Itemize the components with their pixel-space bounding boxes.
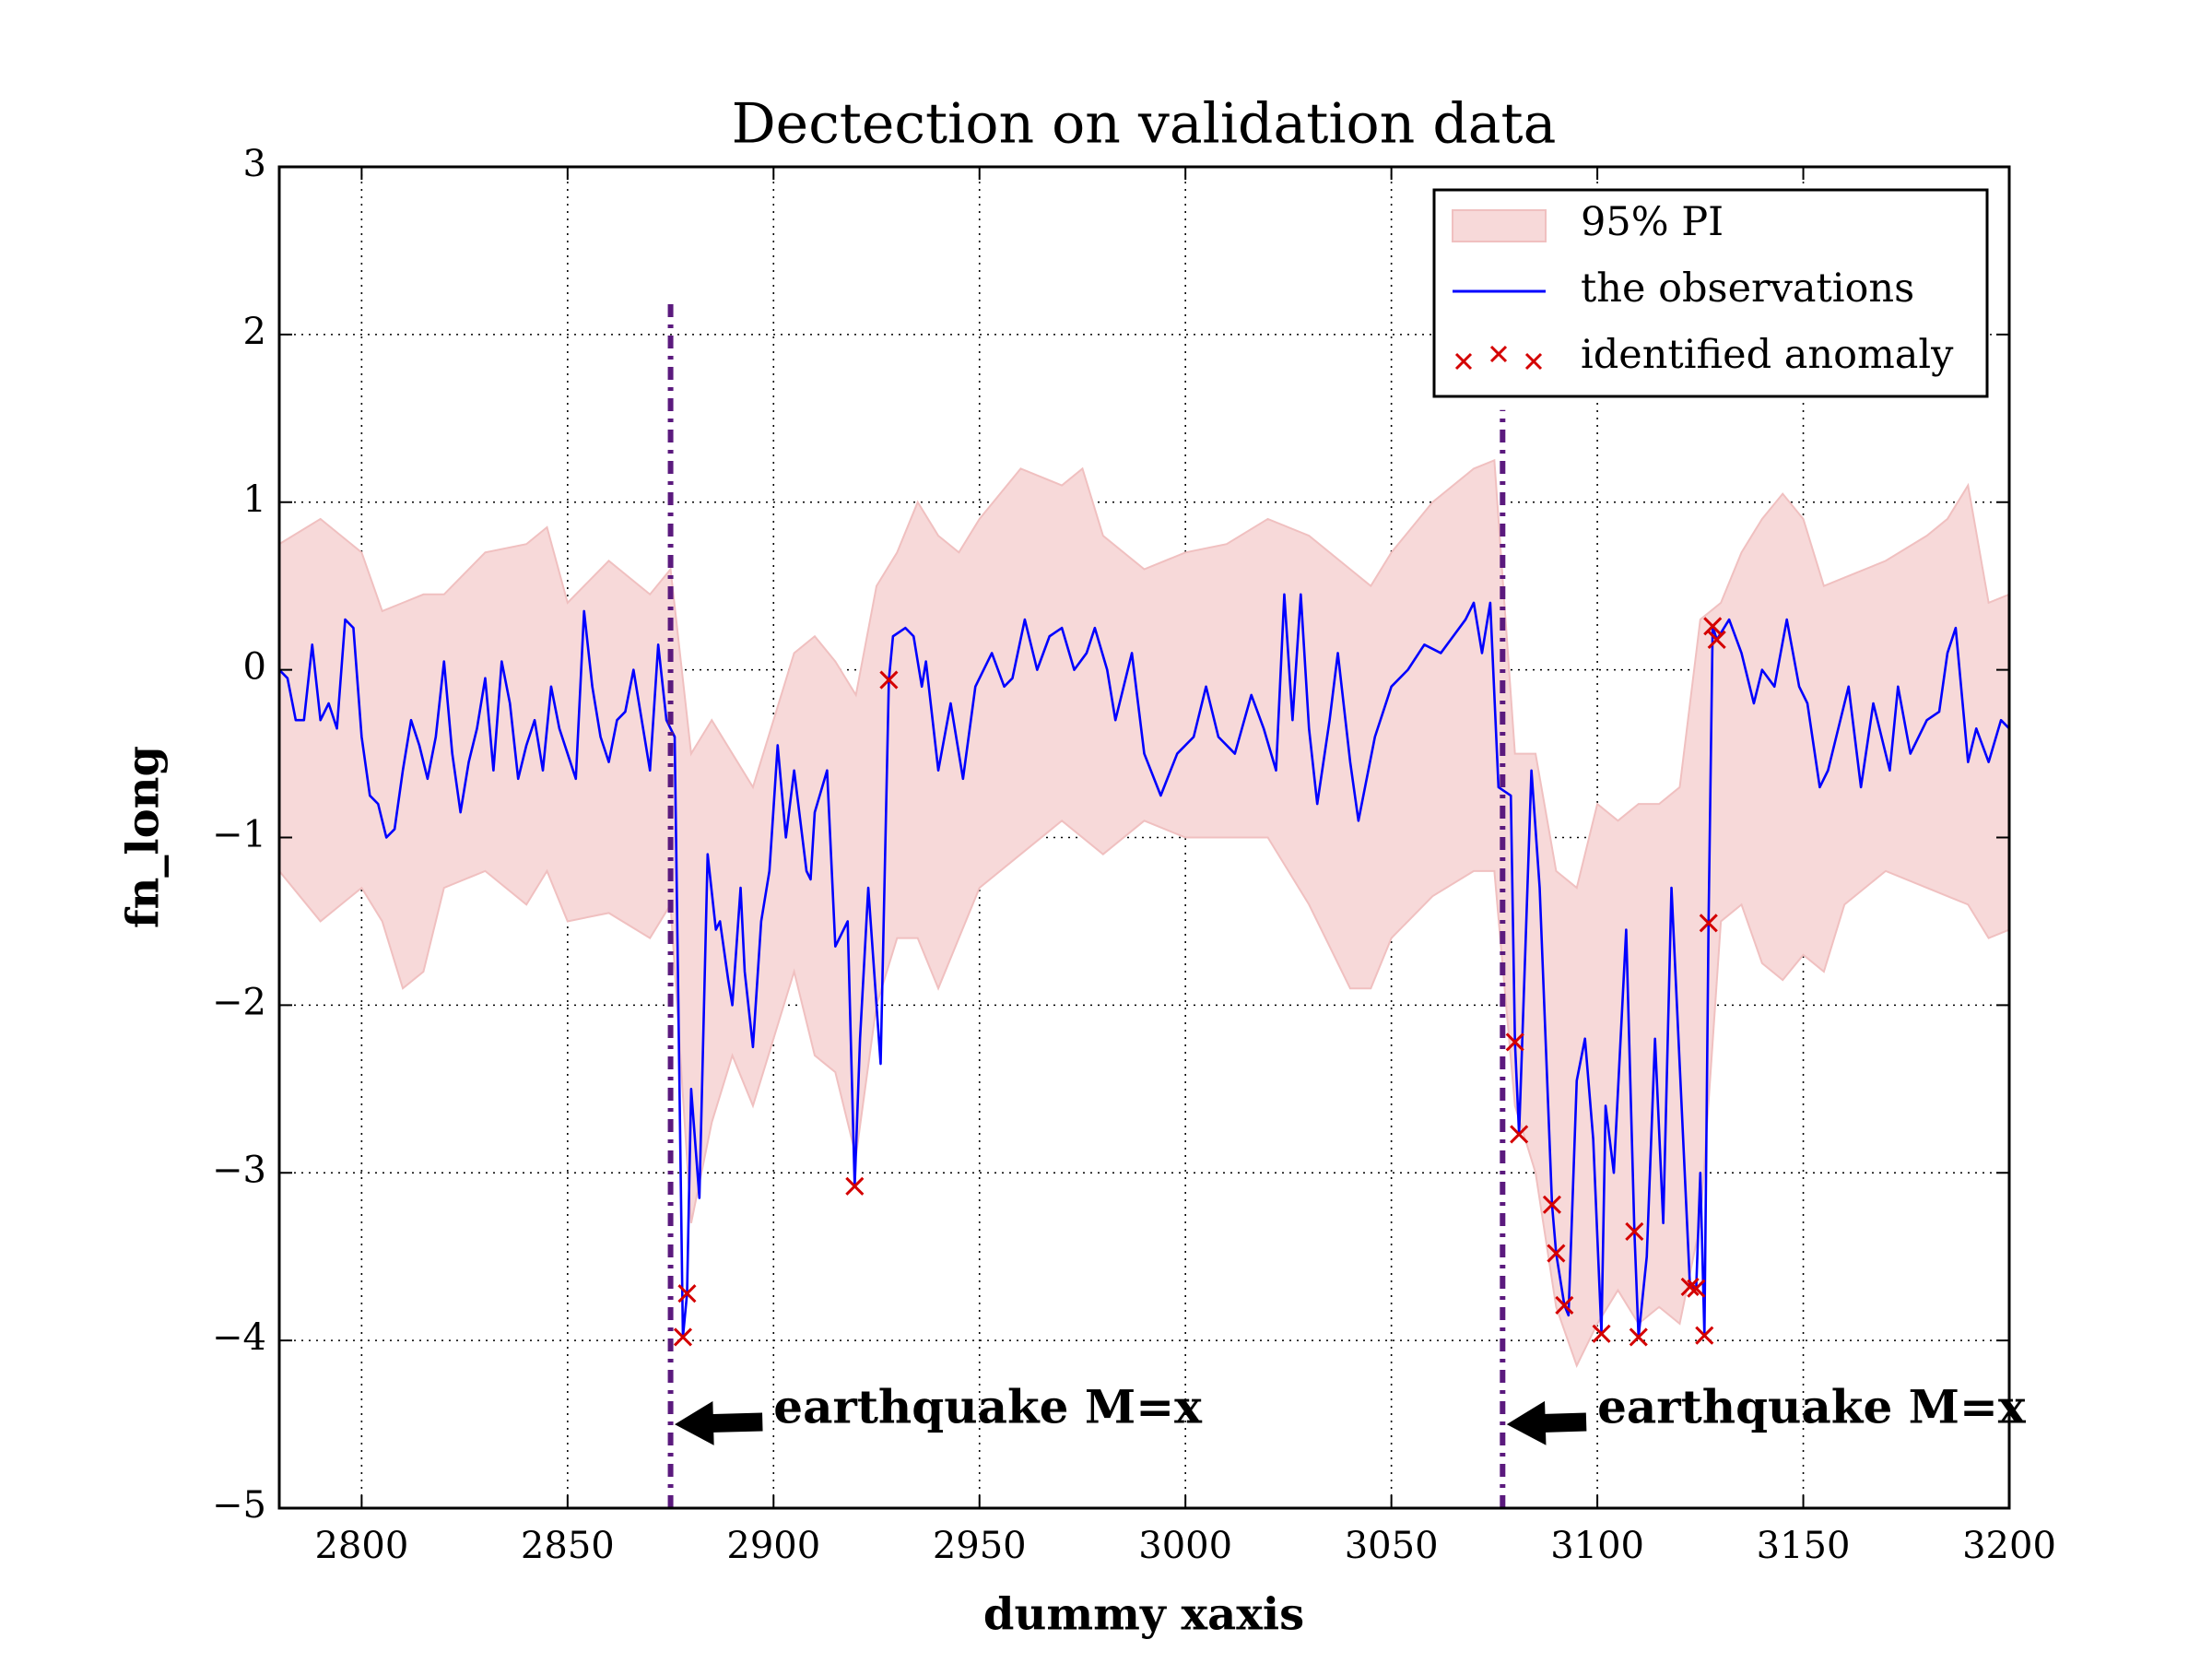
anomaly-marker: [1510, 1125, 1529, 1144]
anomaly-marker: [1547, 1244, 1566, 1263]
x-axis-label: dummy xaxis: [983, 1589, 1304, 1641]
legend-label: the observations: [1581, 265, 1914, 312]
x-tick-label: 2800: [314, 1525, 408, 1567]
anomaly-marker: [677, 1284, 697, 1303]
legend-swatch: [1454, 352, 1473, 371]
legend-swatch: [1452, 209, 1547, 242]
anomaly-marker: [1707, 630, 1726, 649]
anomaly-marker: [879, 670, 899, 690]
legend-label: 95% PI: [1581, 199, 1724, 245]
y-tick-label: 0: [243, 646, 266, 689]
x-tick-label: 2850: [521, 1525, 615, 1567]
x-tick-label: 3050: [1345, 1525, 1439, 1567]
anomaly-marker: [673, 1327, 693, 1347]
y-tick-label: 3: [243, 143, 266, 185]
anomaly-marker: [845, 1176, 865, 1196]
anomaly-marker: [1687, 1279, 1706, 1298]
prediction-band: [279, 458, 2009, 1368]
legend-swatch: [1524, 352, 1543, 371]
anomaly-marker: [1703, 617, 1723, 636]
x-tick-label: 3100: [1550, 1525, 1644, 1567]
annotation-text: earthquake M=x: [1597, 1380, 2027, 1434]
annotation-arrow: [675, 1400, 763, 1445]
legend-swatch: [1489, 345, 1508, 363]
anomaly-marker: [1680, 1277, 1700, 1296]
y-tick-label: −1: [212, 814, 266, 856]
anomaly-marker: [1542, 1195, 1562, 1214]
y-axis-label: fn_long: [118, 746, 170, 928]
y-tick-label: −2: [212, 981, 266, 1023]
y-tick-label: 1: [243, 478, 266, 521]
legend-label: identified anomaly: [1581, 332, 1954, 378]
x-tick-label: 2900: [726, 1525, 820, 1567]
annotation-text: earthquake M=x: [773, 1380, 1203, 1434]
y-tick-label: −4: [212, 1316, 266, 1359]
anomaly-marker: [1699, 914, 1718, 933]
y-tick-label: −3: [212, 1149, 266, 1191]
y-tick-label: 2: [243, 311, 266, 353]
anomaly-marker: [1555, 1295, 1574, 1315]
x-tick-label: 2950: [933, 1525, 1027, 1567]
observation-line: [279, 593, 2009, 1339]
anomaly-marker: [1505, 1032, 1524, 1052]
anomaly-marker: [1629, 1327, 1648, 1347]
anomaly-marker: [1592, 1324, 1611, 1343]
x-tick-label: 3000: [1138, 1525, 1232, 1567]
anomaly-marker: [1625, 1221, 1644, 1241]
plot-area: [279, 458, 2009, 1368]
y-tick-label: −5: [212, 1484, 266, 1527]
x-tick-label: 3150: [1757, 1525, 1851, 1567]
chart-title: Dectection on validation data: [732, 92, 1557, 157]
anomaly-marker: [1695, 1326, 1714, 1345]
annotation-arrow: [1506, 1400, 1587, 1445]
x-tick-label: 3200: [1962, 1525, 2056, 1567]
